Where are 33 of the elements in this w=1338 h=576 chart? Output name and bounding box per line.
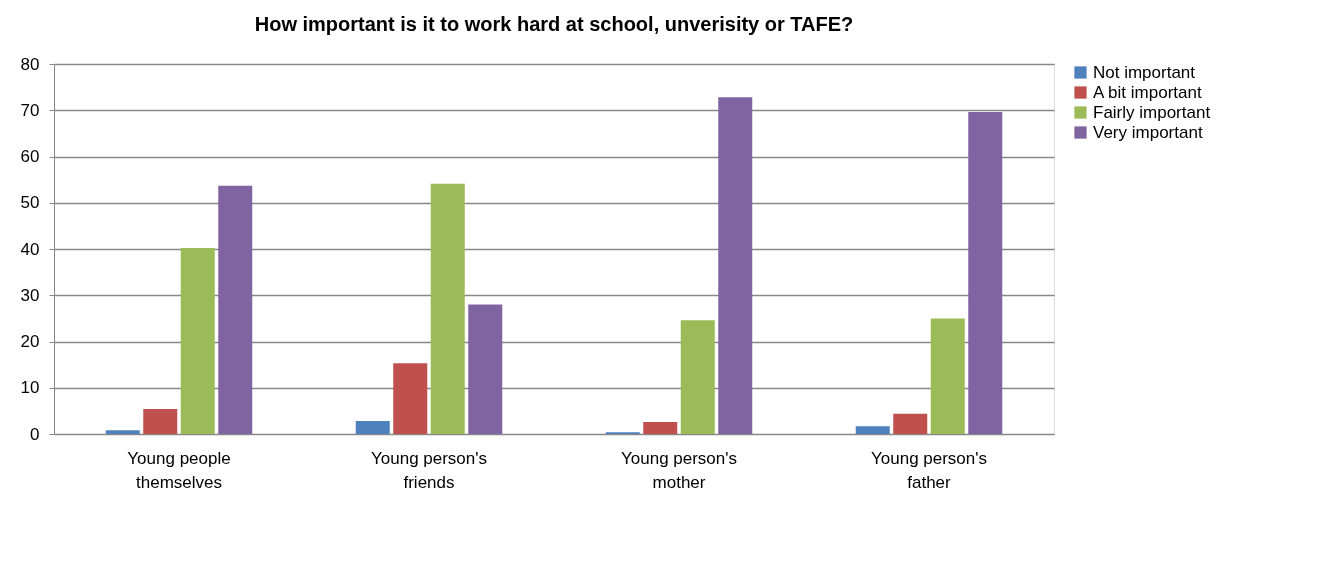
x-tick-label: Young person's friends: [370, 448, 488, 492]
y-tick-label: 40: [20, 239, 40, 259]
bar: [643, 421, 678, 434]
bar: [180, 248, 215, 434]
y-tick-label: 30: [20, 285, 40, 305]
bar: [355, 421, 390, 434]
x-tick-label: Young people themselves: [127, 448, 231, 492]
y-tick-label: 0: [30, 424, 40, 444]
bar: [468, 304, 503, 434]
bar: [968, 112, 1003, 434]
bar: [855, 426, 890, 434]
bar: [893, 413, 928, 434]
bar: [930, 318, 965, 434]
y-tick-label: 10: [20, 378, 40, 398]
legend-label: A bit important: [1093, 82, 1202, 102]
legend-label: Very important: [1093, 122, 1203, 142]
y-tick-label: 20: [20, 332, 40, 351]
bar: [218, 185, 253, 434]
bar: [680, 320, 715, 434]
x-tick-label: Young person's father: [870, 448, 988, 492]
y-tick-label: 80: [20, 54, 40, 74]
bar: [393, 363, 428, 434]
bar: [105, 430, 140, 434]
x-tick-label: Young person's mother: [620, 448, 738, 492]
y-tick-label: 60: [20, 147, 40, 166]
bar: [430, 183, 465, 434]
y-tick-label: 70: [20, 100, 40, 120]
bar: [718, 97, 753, 434]
chart-title: How important is it to work hard at school, unverisity or TAFE?: [254, 13, 854, 35]
y-tick-label: 50: [20, 193, 40, 213]
legend-label: Fairly important: [1093, 102, 1211, 122]
bar: [143, 409, 178, 434]
legend-label: Not important: [1093, 62, 1196, 82]
